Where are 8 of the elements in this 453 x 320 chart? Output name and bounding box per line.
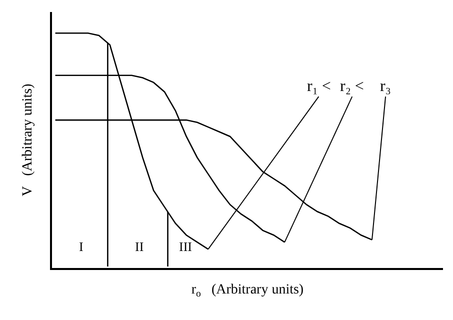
annotation: III	[179, 239, 192, 254]
annotation: r₁ <	[307, 78, 331, 95]
annotation: I	[79, 239, 84, 254]
annotation: II	[135, 239, 144, 254]
annotation: r₂ <	[340, 78, 364, 95]
x-axis-title: r$_{o}$ (Arbitrary units)	[191, 282, 304, 300]
annotation: r₃	[380, 78, 391, 95]
y-axis-title: V (Arbitrary units)	[20, 83, 36, 196]
